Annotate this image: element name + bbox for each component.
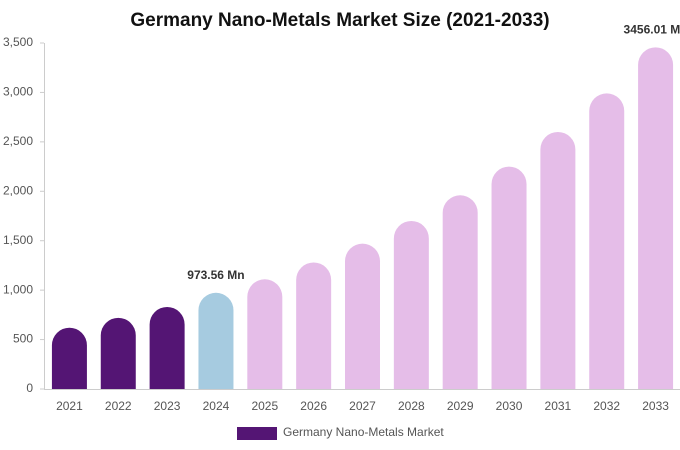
bar <box>393 220 429 389</box>
x-tick-label: 2025 <box>251 399 278 413</box>
bar <box>345 243 380 389</box>
x-tick-label: 2033 <box>642 399 669 413</box>
bar <box>442 195 478 389</box>
y-tick-label: 0 <box>26 381 33 395</box>
legend-label: Germany Nano-Metals Market <box>283 425 444 439</box>
y-tick-label: 2,000 <box>3 183 33 197</box>
bar <box>100 317 136 389</box>
y-tick-label: 3,500 <box>3 35 33 49</box>
x-tick-label: 2031 <box>545 399 572 413</box>
x-tick-label: 2024 <box>203 399 230 413</box>
x-tick-label: 2022 <box>105 399 132 413</box>
bar <box>247 279 283 389</box>
bar <box>540 131 576 389</box>
bar <box>491 166 527 389</box>
y-tick-label: 3,000 <box>3 85 33 99</box>
bar <box>589 93 625 389</box>
x-tick-label: 2028 <box>398 399 425 413</box>
bar <box>296 262 332 389</box>
x-tick-label: 2032 <box>593 399 620 413</box>
legend-swatch <box>237 427 277 440</box>
bar <box>638 47 674 390</box>
x-tick-label: 2029 <box>447 399 474 413</box>
chart-title: Germany Nano-Metals Market Size (2021-20… <box>130 10 549 31</box>
x-tick-label: 2023 <box>154 399 181 413</box>
y-tick-label: 1,000 <box>3 282 33 296</box>
bar <box>149 306 185 389</box>
x-tick-label: 2027 <box>349 399 376 413</box>
value-label: 3456.01 Mn <box>624 23 680 37</box>
x-tick-label: 2021 <box>56 399 83 413</box>
x-tick-label: 2030 <box>496 399 523 413</box>
bar <box>198 292 234 389</box>
x-tick-label: 2026 <box>300 399 327 413</box>
value-label: 973.56 Mn <box>187 268 244 282</box>
y-tick-label: 2,500 <box>3 134 33 148</box>
bar <box>51 327 87 389</box>
y-tick-label: 500 <box>13 332 33 346</box>
y-tick-label: 1,500 <box>3 233 33 247</box>
